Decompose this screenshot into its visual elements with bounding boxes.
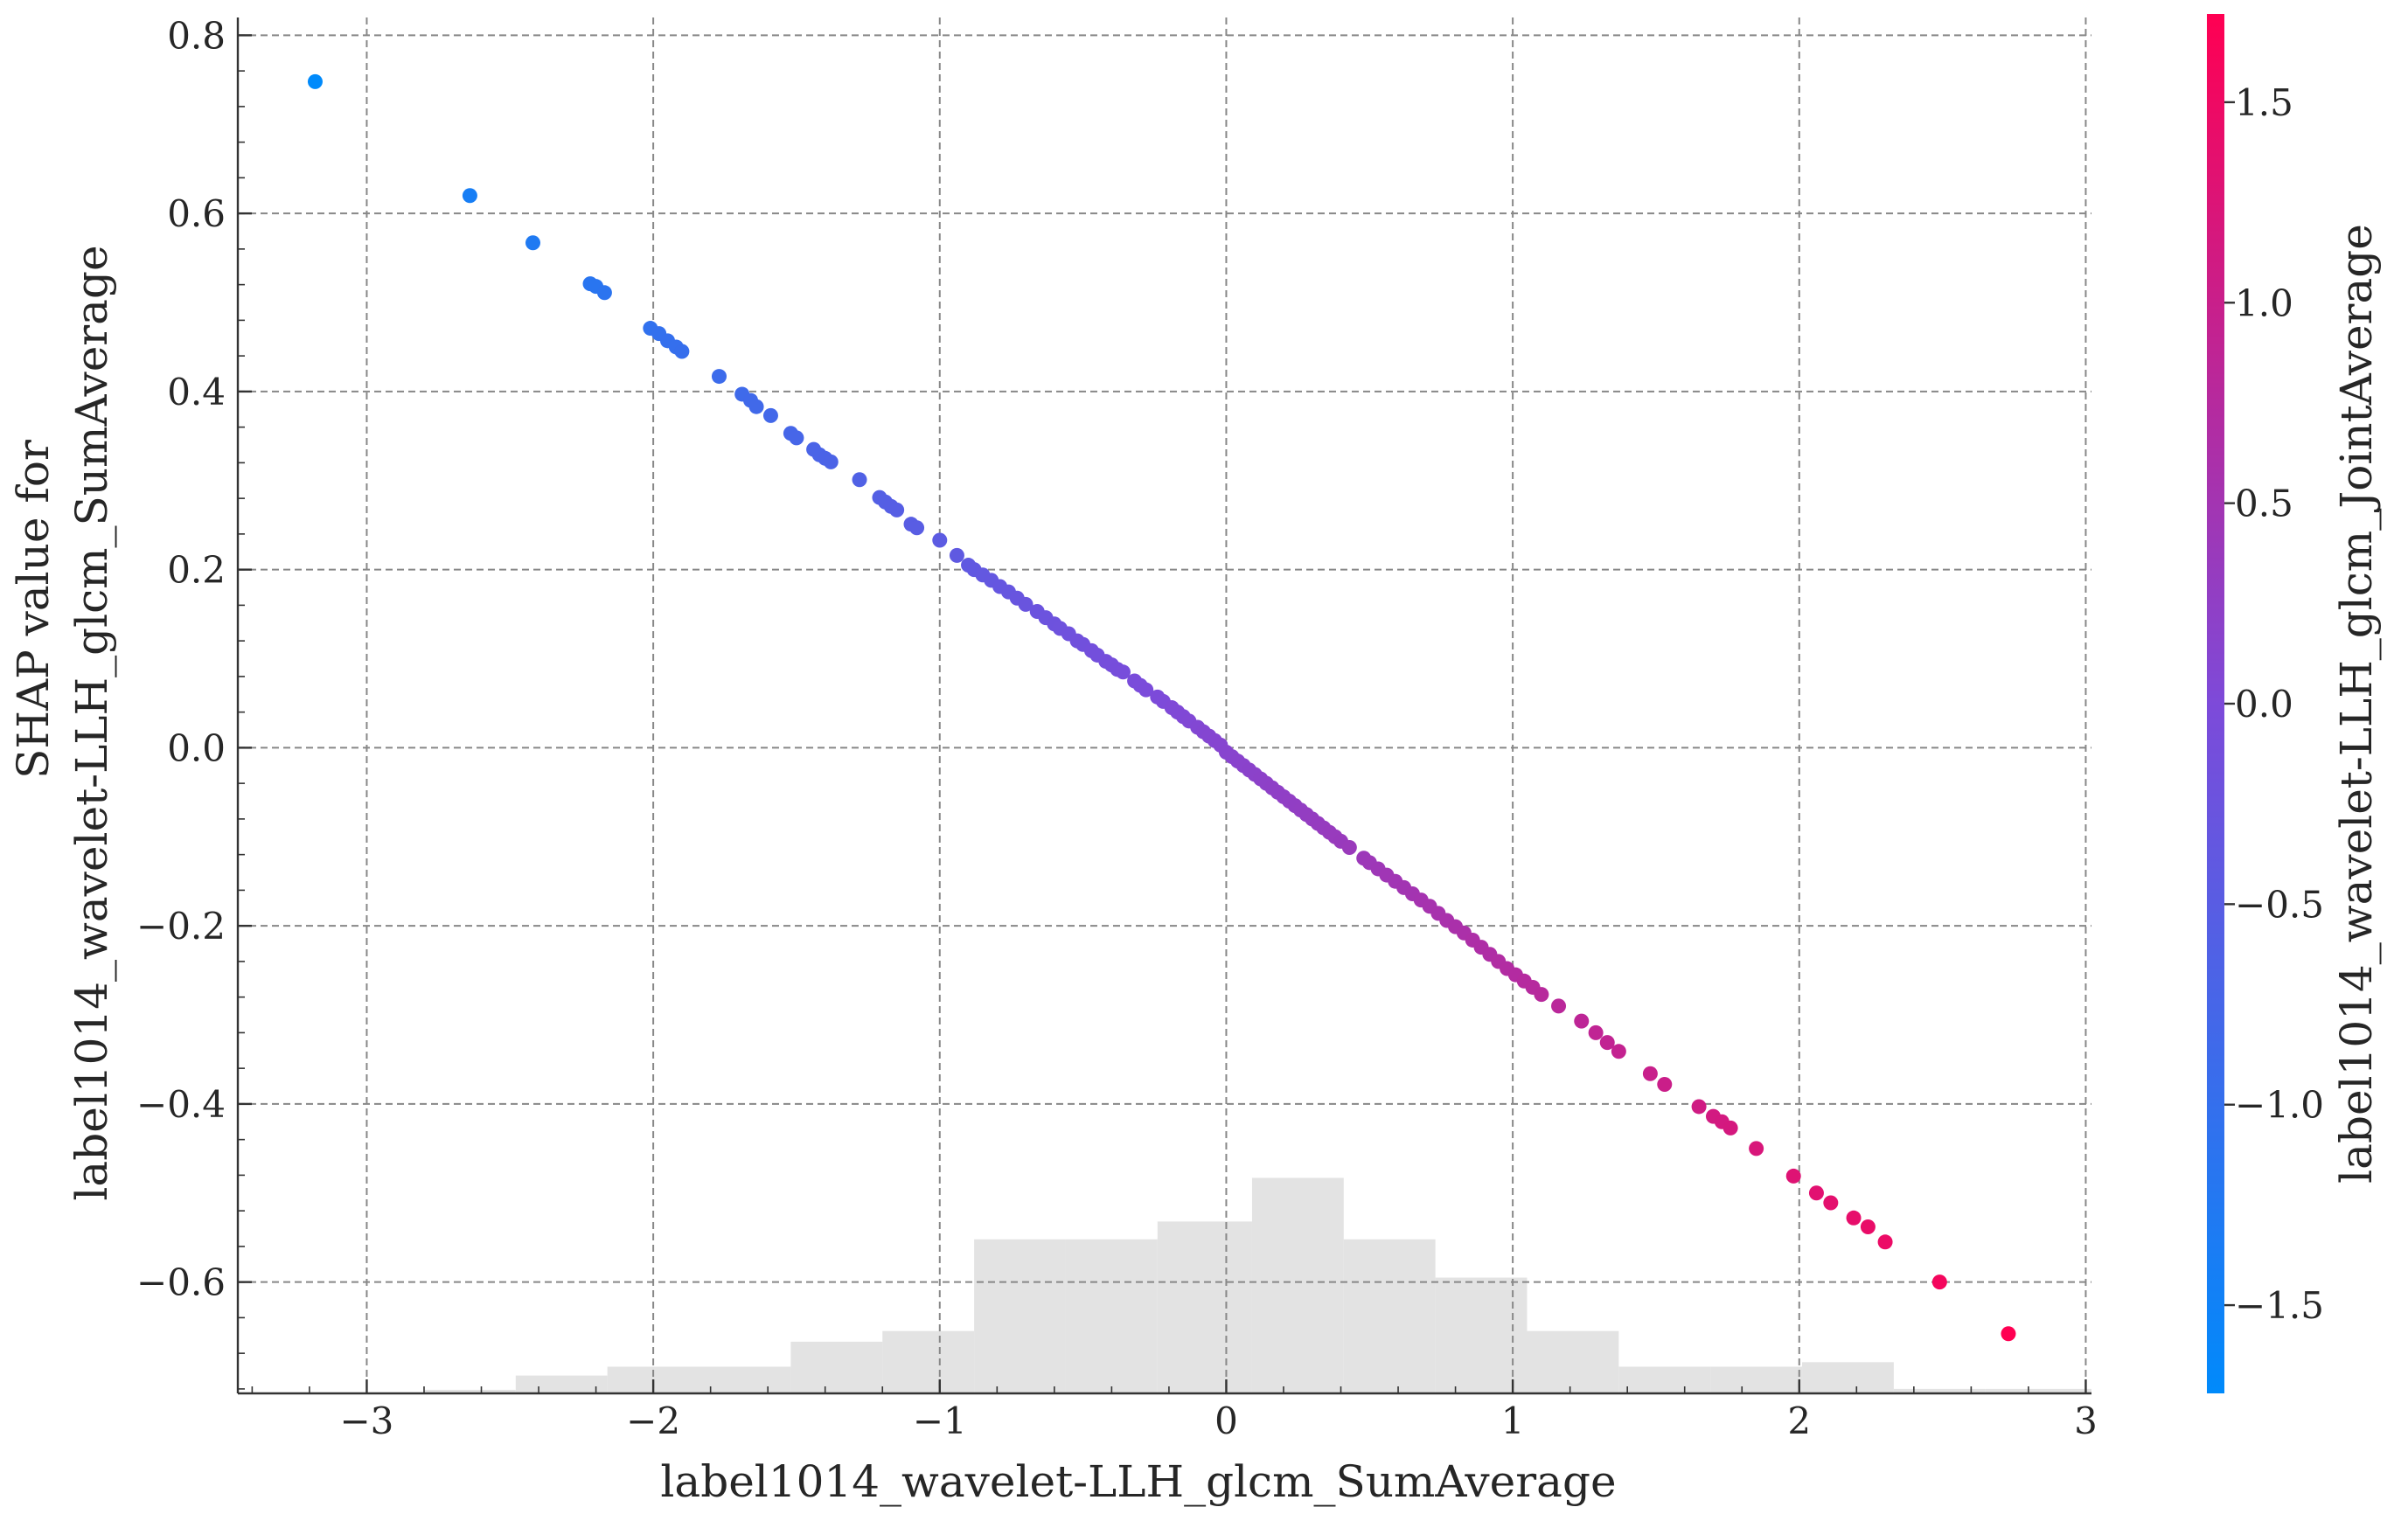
data-point <box>307 73 323 89</box>
data-point <box>1611 1044 1626 1059</box>
y-tick-label: −0.2 <box>136 905 226 948</box>
data-point <box>748 399 764 414</box>
histogram-bar-8 <box>974 1239 1066 1393</box>
y-tick-label: −0.4 <box>136 1083 226 1126</box>
data-point <box>1785 1168 1801 1184</box>
y-tick-label: −0.6 <box>136 1261 226 1304</box>
x-tick-label: 2 <box>1787 1399 1811 1442</box>
data-point <box>1877 1234 1893 1250</box>
y-tick-label: 0.4 <box>167 371 226 413</box>
data-point <box>932 532 948 548</box>
data-point <box>1860 1219 1876 1234</box>
y-axis-label-line-2: label1014_wavelet-LLH_glcm_SumAverage <box>66 245 117 1200</box>
data-point <box>2001 1326 2016 1342</box>
colorbar-gradient <box>2207 14 2224 1393</box>
x-axis-label: label1014_wavelet-LLH_glcm_SumAverage <box>660 1456 1616 1507</box>
histogram-bar-16 <box>1710 1366 1803 1393</box>
x-tick-label: −1 <box>913 1399 967 1442</box>
data-point <box>1018 596 1033 612</box>
data-point <box>789 430 804 446</box>
histogram-bar-11 <box>1251 1177 1344 1393</box>
y-tick-label: 0.0 <box>167 726 226 769</box>
y-tick-label: 0.8 <box>167 14 226 57</box>
data-point <box>1749 1141 1764 1156</box>
data-point <box>462 188 477 204</box>
data-point <box>1574 1013 1590 1029</box>
y-axis-ticks: −0.6 −0.4 −0.2 0.0 0.2 0.4 0.6 0.8 <box>136 14 252 1390</box>
data-point <box>525 235 540 251</box>
data-point <box>596 285 612 301</box>
data-point <box>852 472 867 488</box>
data-point <box>1808 1185 1824 1201</box>
colorbar-tick-label: 1.5 <box>2235 81 2293 124</box>
x-tick-label: 3 <box>2074 1399 2098 1442</box>
data-point <box>674 344 690 359</box>
histogram-bar-2 <box>423 1389 516 1393</box>
scatter-points <box>307 73 2016 1342</box>
data-point <box>1588 1024 1604 1040</box>
histogram-bar-19 <box>1985 1388 2091 1393</box>
colorbar-label: label1014_wavelet-LLH_glcm_JointAverage <box>2331 224 2382 1184</box>
data-point <box>1823 1195 1839 1211</box>
histogram-bar-6 <box>790 1341 883 1393</box>
histogram-bar-12 <box>1343 1239 1436 1393</box>
axes <box>236 17 2091 1395</box>
data-point <box>1551 998 1567 1014</box>
data-point <box>1722 1120 1738 1136</box>
y-axis-label-line-1: SHAP value for <box>8 440 59 779</box>
data-point <box>823 454 839 469</box>
data-point <box>1846 1210 1862 1226</box>
y-axis-label: SHAP value for label1014_wavelet-LLH_glc… <box>8 245 117 1200</box>
colorbar-tick-label: −1.0 <box>2235 1084 2324 1127</box>
grid-lines <box>238 17 2091 1393</box>
y-tick-label: 0.6 <box>167 192 226 235</box>
x-axis-ticks: −3 −2 −1 0 1 2 3 <box>251 1379 2098 1442</box>
x-tick-label: 0 <box>1214 1399 1238 1442</box>
colorbar-tick-label: 0.5 <box>2235 483 2293 525</box>
x-tick-label: 1 <box>1501 1399 1525 1442</box>
data-point <box>1691 1099 1707 1115</box>
data-point <box>711 369 727 385</box>
data-point <box>762 407 778 423</box>
histogram-bar-10 <box>1157 1221 1252 1393</box>
colorbar-tick-label: 0.0 <box>2235 683 2293 726</box>
y-tick-label: 0.2 <box>167 549 226 592</box>
x-tick-label: −2 <box>626 1399 680 1442</box>
x-tick-label: −3 <box>339 1399 393 1442</box>
data-point <box>1115 664 1131 680</box>
histogram-bar-9 <box>1065 1239 1158 1393</box>
histogram-bar-13 <box>1435 1277 1528 1393</box>
histogram-bar-3 <box>515 1375 608 1393</box>
data-point <box>1931 1274 1947 1290</box>
colorbar-tick-label: −1.5 <box>2235 1284 2324 1327</box>
feature-histogram <box>423 1177 2091 1393</box>
data-point <box>1642 1066 1658 1081</box>
histogram-bar-14 <box>1527 1330 1619 1393</box>
histogram-bar-17 <box>1802 1362 1894 1393</box>
histogram-bar-15 <box>1618 1366 1711 1393</box>
data-point <box>1599 1035 1615 1051</box>
data-point <box>1534 987 1549 1003</box>
histogram-bar-7 <box>882 1330 975 1393</box>
colorbar-tick-label: −0.5 <box>2235 883 2324 926</box>
data-point <box>949 547 964 563</box>
data-point <box>1657 1076 1673 1092</box>
colorbar: −1.5 −1.0 −0.5 0.0 0.5 1.0 1.5 label1014_wavel… <box>2207 14 2382 1393</box>
data-point <box>909 520 925 536</box>
histogram-bar-18 <box>1893 1388 1986 1393</box>
data-point <box>1341 839 1357 855</box>
colorbar-tick-label: 1.0 <box>2235 281 2293 324</box>
histogram-bar-5 <box>699 1366 791 1393</box>
data-point <box>889 502 905 517</box>
colorbar-ticks: −1.5 −1.0 −0.5 0.0 0.5 1.0 1.5 <box>2224 81 2324 1327</box>
data-point <box>1138 682 1154 698</box>
